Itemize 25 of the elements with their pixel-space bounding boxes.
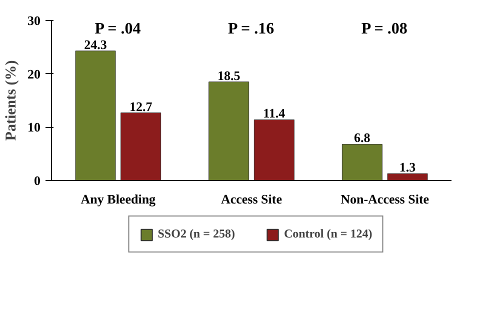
data-label: 12.7 bbox=[129, 98, 153, 114]
annotation: P = .08 bbox=[361, 20, 408, 38]
annotation: P = .04 bbox=[94, 20, 141, 38]
data-label: 24.3 bbox=[84, 36, 108, 52]
data-label: 11.4 bbox=[263, 106, 286, 121]
annotation: P = .16 bbox=[228, 20, 274, 38]
bar bbox=[75, 50, 116, 180]
x-tick-label: Non-Access Site bbox=[340, 192, 430, 206]
bar bbox=[342, 144, 382, 180]
y-axis-title: Patients (%) bbox=[4, 60, 20, 141]
x-tick-label: Any Bleeding bbox=[80, 192, 156, 206]
legend-label: Control (n = 124) bbox=[284, 226, 372, 242]
x-tick-label: Access Site bbox=[220, 192, 282, 206]
y-tick-label: 20 bbox=[28, 66, 40, 82]
data-label: 18.5 bbox=[217, 68, 241, 83]
bar bbox=[254, 119, 294, 180]
y-tick-label: 30 bbox=[28, 13, 40, 28]
legend-label: SSO2 (n = 258) bbox=[158, 226, 235, 242]
data-label: 6.8 bbox=[354, 130, 371, 146]
y-tick-label: 10 bbox=[28, 120, 40, 135]
bar bbox=[387, 173, 428, 180]
data-label: 1.3 bbox=[399, 160, 416, 175]
bar bbox=[208, 82, 250, 180]
y-tick-label: 0 bbox=[34, 173, 40, 188]
bar bbox=[120, 112, 162, 180]
